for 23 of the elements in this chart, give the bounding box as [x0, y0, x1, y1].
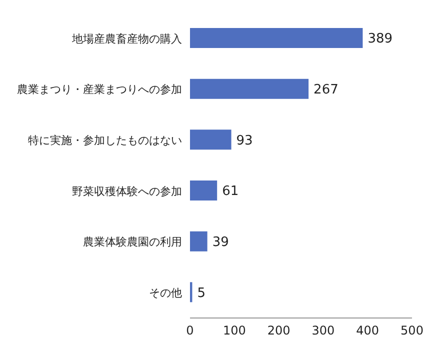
x-tick-label: 200	[267, 324, 290, 338]
x-tick-label: 300	[312, 324, 335, 338]
data-label: 39	[212, 234, 229, 250]
y-tick-label: 野菜収穫体験への参加	[72, 184, 182, 198]
y-tick-label: その他	[149, 286, 182, 300]
bar	[190, 130, 232, 150]
y-tick-label: 農業まつり・産業まつりへの参加	[17, 83, 182, 96]
y-tick-label: 特に実施・参加したものはない	[28, 134, 182, 147]
data-label: 389	[368, 32, 393, 47]
y-tick-label: 地場産農畜産物の購入	[71, 32, 182, 46]
bar	[190, 78, 309, 99]
x-tick-label: 0	[186, 324, 194, 338]
y-tick-label: 農業体験農園の利用	[83, 236, 182, 249]
bar	[190, 180, 218, 200]
data-label: 61	[222, 184, 239, 200]
data-label: 5	[197, 286, 206, 301]
data-label: 93	[236, 133, 253, 148]
x-tick-label: 500	[400, 324, 424, 338]
bar	[190, 231, 208, 252]
data-label: 267	[314, 82, 338, 98]
x-tick-label: 400	[356, 324, 380, 338]
x-tick-label: 100	[222, 324, 246, 338]
bar	[190, 28, 363, 48]
